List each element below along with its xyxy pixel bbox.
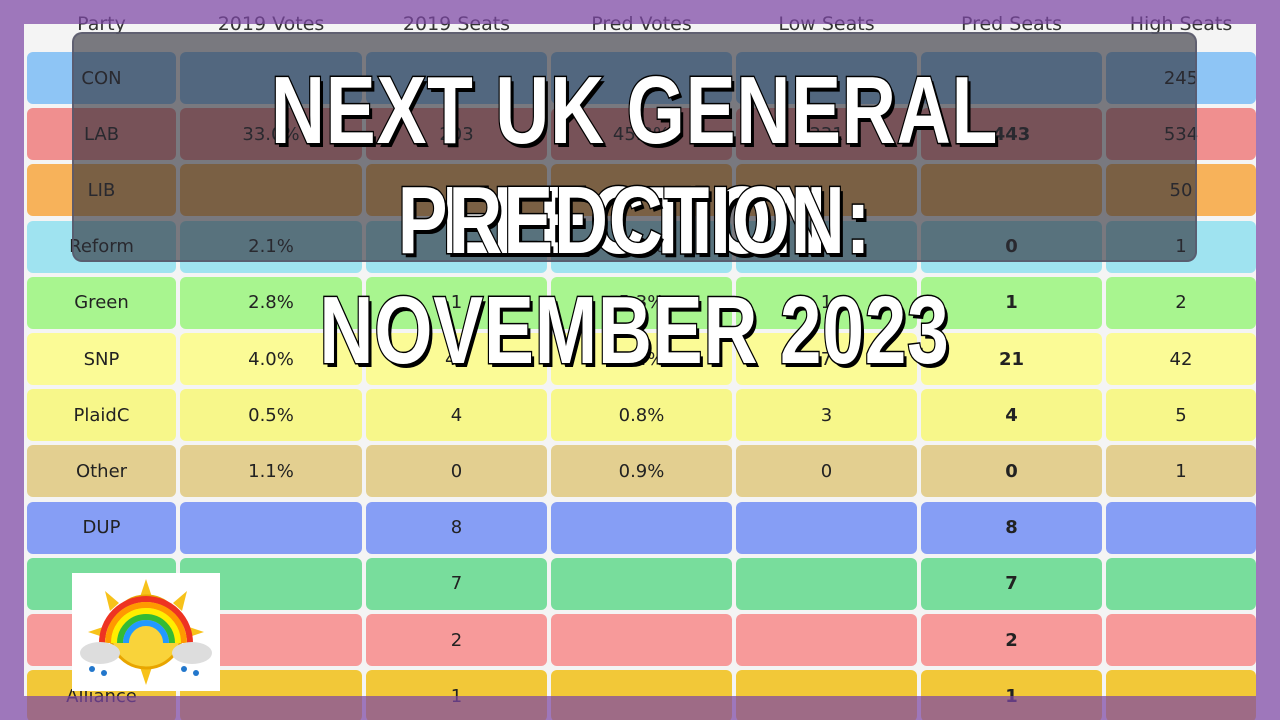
table-cell: 2 — [921, 614, 1102, 666]
table-cell — [1106, 501, 1256, 554]
table-cell: 0 — [736, 445, 917, 498]
table-cell — [1106, 557, 1256, 610]
table-cell: 5 — [1106, 389, 1256, 442]
table-cell — [736, 670, 917, 720]
table-cell — [736, 614, 917, 666]
table-cell — [736, 501, 917, 554]
table-cell: 0.9% — [551, 445, 732, 498]
logo-icon — [80, 579, 212, 685]
table-cell: PlaidC — [27, 389, 176, 442]
table-cell — [551, 501, 732, 554]
table-cell: 2 — [366, 614, 547, 666]
table-cell: 1.1% — [180, 445, 362, 498]
table-cell: 1 — [921, 670, 1102, 720]
table-cell: 0.8% — [551, 389, 732, 442]
table-cell — [180, 501, 362, 554]
table-cell: Other — [27, 445, 176, 498]
table-cell: 4 — [921, 389, 1102, 442]
table-cell: Green — [27, 276, 176, 329]
title-banner: NEXT UK GENERAL ELECTION PREDCTION: NOVE… — [72, 32, 1197, 386]
table-cell: 2.8% — [180, 276, 362, 329]
table-cell: 48 — [366, 333, 547, 385]
table-cell: 7 — [736, 333, 917, 385]
table-cell — [736, 557, 917, 610]
table-cell: 5.3% — [551, 276, 732, 329]
table-cell — [551, 614, 732, 666]
table-cell — [1106, 670, 1256, 720]
table-cell — [551, 670, 732, 720]
table-cell: DUP — [27, 501, 176, 554]
table-cell: 1 — [366, 276, 547, 329]
table-cell: 0 — [366, 445, 547, 498]
table-cell: 8 — [366, 501, 547, 554]
table-cell: 1 — [1106, 445, 1256, 498]
table-cell: 3 — [736, 389, 917, 442]
table-cell: SNP — [27, 333, 176, 385]
table-cell: 0 — [921, 445, 1102, 498]
table-cell: 0.5% — [180, 389, 362, 442]
table-cell: 2 — [1106, 276, 1256, 329]
title-line: PREDCTION: NOVEMBER 2023 — [318, 166, 950, 386]
table-cell: 21 — [921, 333, 1102, 385]
logo — [72, 573, 220, 691]
table-cell — [551, 557, 732, 610]
table-cell: 4.0% — [180, 333, 362, 385]
table-cell — [1106, 614, 1256, 666]
table-cell: 1 — [736, 276, 917, 329]
table-cell: 1 — [921, 276, 1102, 329]
table-cell: 42 — [1106, 333, 1256, 385]
table-cell: 1 — [366, 670, 547, 720]
table-cell: 4 — [366, 389, 547, 442]
table-cell: 7 — [366, 557, 547, 610]
table-cell: 7 — [921, 557, 1102, 610]
title-line: NEXT UK GENERAL ELECTION — [270, 56, 999, 276]
table-cell: 8 — [921, 501, 1102, 554]
table-cell: 3.4% — [551, 333, 732, 385]
